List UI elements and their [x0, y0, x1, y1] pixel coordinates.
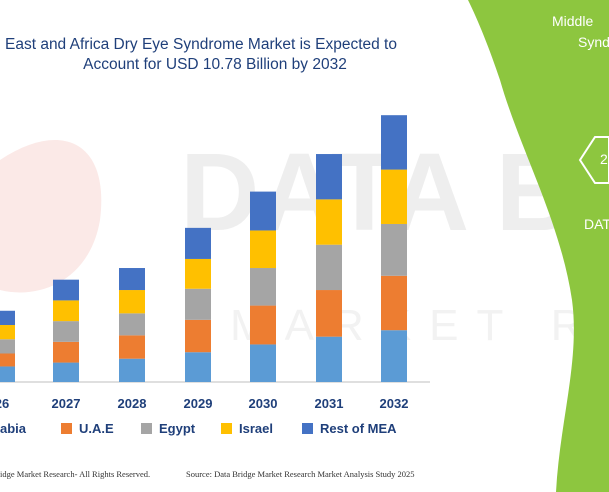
bar-segment-2029-series-3	[185, 258, 211, 289]
bar-segment-2027-series-0	[53, 362, 79, 382]
legend-item-rest-of-mea: Rest of MEA	[302, 421, 397, 436]
legend-label-uae: U.A.E	[79, 421, 114, 436]
bar-segment-26-series-4	[0, 310, 15, 326]
chart-title-line1: East and Africa Dry Eye Syndrome Market …	[5, 36, 397, 53]
bar-segment-2030-series-1	[250, 305, 276, 345]
x-tick-label-2030: 2030	[249, 396, 278, 411]
bar-segment-2027-series-1	[53, 341, 79, 363]
legend-label-israel: Israel	[239, 421, 273, 436]
bar-segment-2030-series-0	[250, 344, 276, 382]
bars-group	[0, 115, 407, 382]
x-tick-label-2032: 2032	[380, 396, 409, 411]
bar-segment-2028-series-2	[119, 313, 145, 336]
bar-segment-2032-series-4	[381, 115, 407, 170]
bar-segment-26-series-0	[0, 366, 15, 382]
legend-item-israel: Israel	[221, 421, 273, 436]
legend-swatch-israel	[221, 423, 232, 434]
legend-label-egypt: Egypt	[159, 421, 196, 436]
bar-segment-26-series-3	[0, 325, 15, 340]
bar-segment-2029-series-0	[185, 352, 211, 382]
side-panel-title-line1: Middle	[552, 13, 594, 29]
legend-label-rest-of-mea: Rest of MEA	[320, 421, 397, 436]
bar-segment-2027-series-2	[53, 321, 79, 342]
x-tick-label-2028: 2028	[118, 396, 147, 411]
x-tick-label-2027: 2027	[52, 396, 81, 411]
hexagon-icon	[578, 136, 609, 184]
bar-segment-2028-series-3	[119, 290, 145, 314]
bar-segment-2028-series-0	[119, 358, 145, 382]
side-panel-background	[468, 0, 609, 492]
bar-segment-2027-series-4	[53, 279, 79, 301]
legend-item-saudi-arabia: abia	[0, 421, 26, 436]
x-tick-label-2031: 2031	[315, 396, 344, 411]
bar-segment-26-series-1	[0, 353, 15, 367]
bar-segment-2032-series-3	[381, 169, 407, 224]
side-panel-brand: DAT	[584, 216, 609, 232]
bar-segment-2029-series-2	[185, 288, 211, 320]
x-tick-labels: 26 2027 2028 2029 2030 2031 2032	[0, 396, 408, 411]
bar-segment-2031-series-4	[316, 154, 342, 200]
watermark-logo-subtext: MARKET RESEA	[230, 301, 609, 350]
footer-copyright: idge Market Research- All Rights Reserve…	[0, 469, 151, 479]
bar-segment-2032-series-1	[381, 275, 407, 331]
legend-label-saudi-arabia: abia	[0, 421, 27, 436]
bar-segment-2027-series-3	[53, 300, 79, 322]
bar-segment-2028-series-1	[119, 335, 145, 359]
bar-segment-2031-series-3	[316, 199, 342, 245]
bar-segment-2031-series-1	[316, 290, 342, 337]
legend-item-egypt: Egypt	[141, 421, 195, 436]
bar-segment-2030-series-4	[250, 191, 276, 231]
bar-segment-2031-series-2	[316, 244, 342, 291]
chart-title-line2: Account for USD 10.78 Billion by 2032	[83, 56, 347, 73]
bar-segment-2029-series-1	[185, 319, 211, 353]
bar-segment-2028-series-4	[119, 268, 145, 291]
x-tick-label-26: 26	[0, 396, 9, 411]
bar-segment-2032-series-0	[381, 330, 407, 382]
bar-segment-26-series-2	[0, 339, 15, 354]
bar-segment-2030-series-2	[250, 268, 276, 306]
bar-segment-2031-series-0	[316, 336, 342, 382]
legend-swatch-uae	[61, 423, 72, 434]
legend-swatch-egypt	[141, 423, 152, 434]
bar-segment-2032-series-2	[381, 223, 407, 276]
side-panel-hex-text: 2	[600, 151, 608, 167]
bar-segment-2029-series-4	[185, 227, 211, 259]
footer-source: Source: Data Bridge Market Research Mark…	[186, 469, 415, 479]
side-panel-title-line2: Synd	[578, 34, 609, 50]
legend-item-uae: U.A.E	[61, 421, 114, 436]
bar-segment-2030-series-3	[250, 230, 276, 269]
legend-swatch-rest-of-mea	[302, 423, 313, 434]
watermark-mark-icon	[0, 140, 102, 293]
x-tick-label-2029: 2029	[184, 396, 213, 411]
